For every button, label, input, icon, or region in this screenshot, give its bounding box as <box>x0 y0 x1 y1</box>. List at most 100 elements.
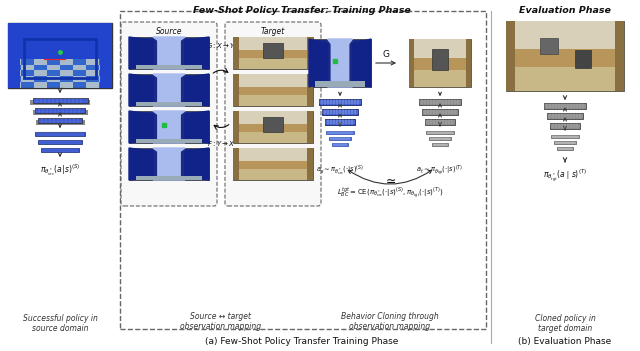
Bar <box>326 131 354 134</box>
Text: Source
observations: Source observations <box>145 27 193 46</box>
Bar <box>233 111 239 143</box>
Bar <box>21 65 34 71</box>
Bar <box>309 39 371 87</box>
Bar <box>325 119 355 125</box>
Bar <box>233 111 313 124</box>
Bar <box>8 71 21 76</box>
Bar <box>414 70 466 87</box>
FancyBboxPatch shape <box>225 22 321 206</box>
Bar <box>233 74 313 87</box>
Bar <box>41 148 79 152</box>
Text: Successful policy in
source domain: Successful policy in source domain <box>22 313 97 333</box>
Bar <box>332 143 348 146</box>
Bar <box>8 82 21 88</box>
Text: Behavior Cloning through
observation mapping: Behavior Cloning through observation map… <box>341 312 439 331</box>
Bar <box>233 37 313 69</box>
Bar <box>34 82 47 88</box>
Bar <box>33 98 88 103</box>
Bar <box>35 132 85 136</box>
Polygon shape <box>185 74 209 106</box>
Bar <box>129 37 209 69</box>
Text: Cloned policy in
target domain: Cloned policy in target domain <box>534 313 595 333</box>
Bar <box>233 148 313 180</box>
Bar <box>233 148 313 161</box>
Bar <box>38 140 82 144</box>
Polygon shape <box>185 148 209 180</box>
Bar <box>24 39 97 78</box>
Text: G: G <box>383 50 390 59</box>
Bar <box>614 21 624 91</box>
Bar <box>99 65 112 71</box>
Bar <box>47 65 60 71</box>
Bar <box>60 82 73 88</box>
Bar <box>60 71 73 76</box>
Text: Source ↔ target
observation mapping: Source ↔ target observation mapping <box>180 312 262 331</box>
Bar <box>34 59 47 65</box>
Bar <box>60 59 73 65</box>
Bar <box>21 76 34 82</box>
Text: (a) Few-Shot Policy Transfer Training Phase: (a) Few-Shot Policy Transfer Training Ph… <box>205 337 399 346</box>
Bar <box>263 44 283 58</box>
Bar <box>233 111 313 143</box>
Bar <box>136 176 202 180</box>
Text: $\pi_{\theta^*_{tgt}}(a \mid s)^{(T)}$: $\pi_{\theta^*_{tgt}}(a \mid s)^{(T)}$ <box>543 167 587 184</box>
Bar <box>239 58 307 69</box>
FancyBboxPatch shape <box>121 22 217 206</box>
Bar <box>233 148 239 180</box>
Bar <box>547 113 583 119</box>
Text: $a_t \sim \pi_{\theta_{tgt}}(\cdot|s)^{(T)}$: $a_t \sim \pi_{\theta_{tgt}}(\cdot|s)^{(… <box>417 163 463 178</box>
Bar <box>466 39 471 87</box>
Text: $G: X \rightarrow Y$: $G: X \rightarrow Y$ <box>205 41 236 50</box>
Bar <box>99 76 112 82</box>
Text: $F: Y \rightarrow X$: $F: Y \rightarrow X$ <box>207 139 236 148</box>
Bar <box>38 118 82 123</box>
Polygon shape <box>129 148 153 180</box>
Text: (b) Evaluation Phase: (b) Evaluation Phase <box>518 337 612 346</box>
Text: Target
observations: Target observations <box>248 27 298 46</box>
Bar <box>554 141 576 144</box>
Polygon shape <box>153 37 185 69</box>
Bar <box>409 39 471 58</box>
Text: Few-Shot Policy Transfer: Training Phase: Few-Shot Policy Transfer: Training Phase <box>193 6 411 15</box>
Bar <box>33 110 88 115</box>
Bar <box>233 37 239 69</box>
Bar <box>73 65 86 71</box>
Bar <box>575 50 591 68</box>
Bar <box>86 71 99 76</box>
Polygon shape <box>153 111 185 143</box>
Polygon shape <box>185 37 209 69</box>
Text: $\pi_{\theta^*_{src}}(a|s)^{(S)}$: $\pi_{\theta^*_{src}}(a|s)^{(S)}$ <box>40 162 80 178</box>
Bar <box>515 66 614 91</box>
Bar <box>557 147 573 150</box>
Bar <box>506 21 515 91</box>
Bar <box>34 71 47 76</box>
Polygon shape <box>129 37 153 69</box>
Bar <box>422 109 458 115</box>
Bar <box>239 132 307 143</box>
Bar <box>322 109 358 115</box>
Bar <box>550 123 580 129</box>
Bar <box>426 131 454 134</box>
Bar <box>8 23 20 88</box>
Bar <box>432 143 448 146</box>
Polygon shape <box>185 111 209 143</box>
Bar <box>425 119 455 125</box>
Bar <box>409 39 471 87</box>
Text: Evaluation Phase: Evaluation Phase <box>519 6 611 15</box>
Bar <box>86 82 99 88</box>
Bar <box>8 59 21 65</box>
Bar <box>263 117 283 132</box>
Text: $\simeq$: $\simeq$ <box>383 173 397 186</box>
Bar <box>30 100 90 105</box>
Bar <box>86 59 99 65</box>
Bar <box>136 102 202 106</box>
Bar <box>429 137 451 140</box>
Polygon shape <box>353 39 371 87</box>
Bar <box>100 23 112 88</box>
Bar <box>136 65 202 69</box>
Bar <box>239 95 307 106</box>
Text: $L^{tgt}_{BC} = \mathrm{CE}(\pi_{\theta^*_{src}}(\cdot|s)^{(S)}, \pi_{\theta_{tg: $L^{tgt}_{BC} = \mathrm{CE}(\pi_{\theta^… <box>337 185 444 200</box>
Bar <box>136 139 202 143</box>
Bar <box>315 81 365 87</box>
Bar <box>233 74 239 106</box>
